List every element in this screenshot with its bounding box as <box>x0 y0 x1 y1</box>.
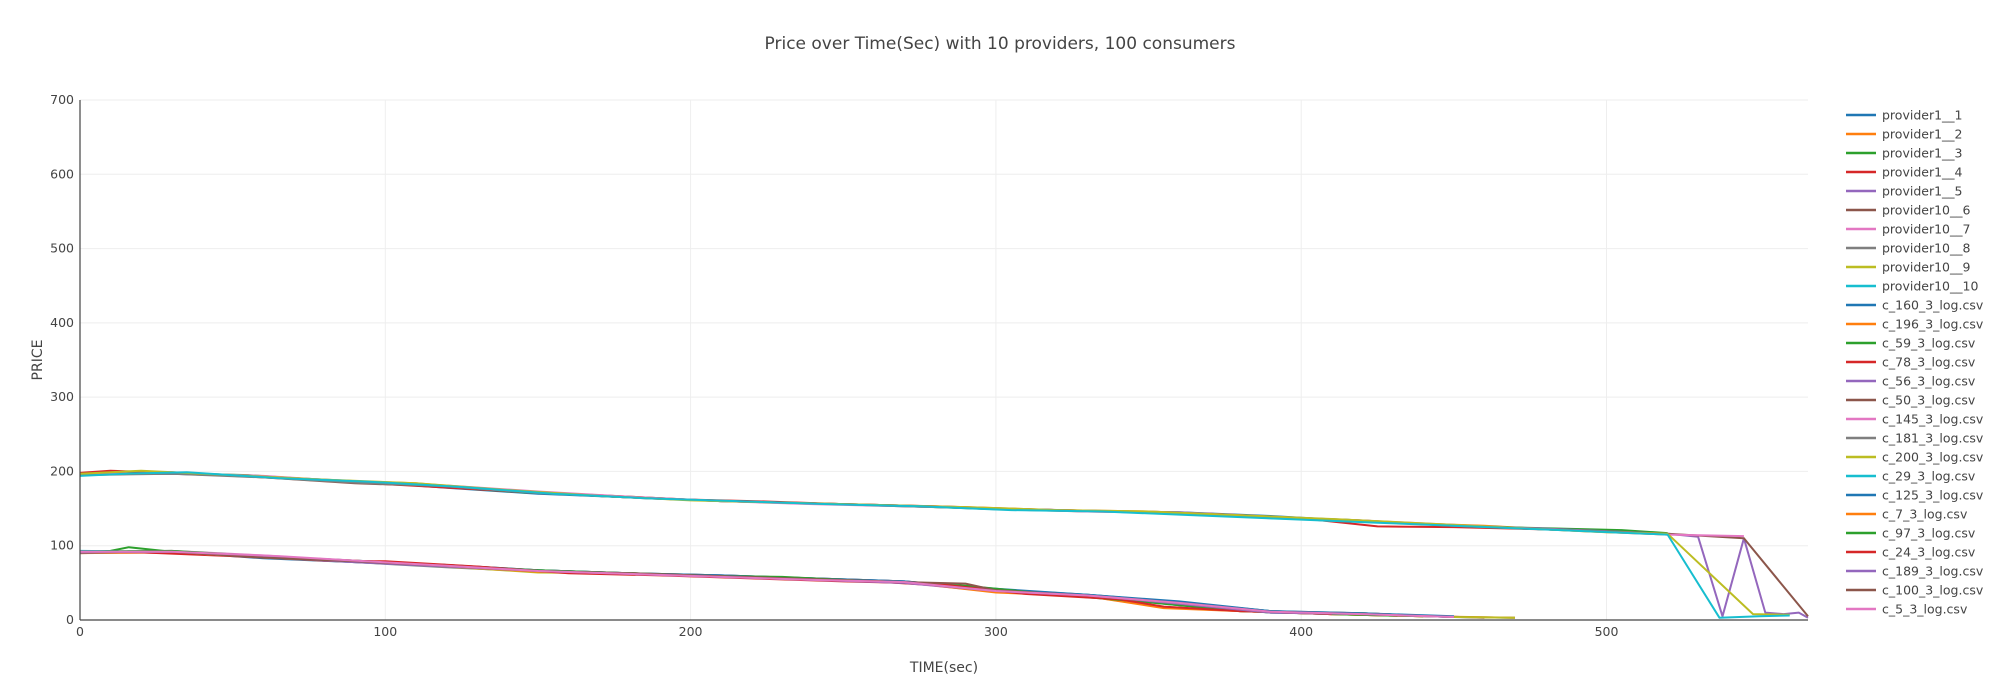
series-line-9 <box>79 469 1790 616</box>
legend-item[interactable]: provider10__8 <box>1846 241 1970 256</box>
legend-item[interactable]: provider10__10 <box>1846 279 1978 294</box>
legend-label: c_196_3_log.csv <box>1882 317 1984 332</box>
legend-label: c_160_3_log.csv <box>1882 298 1984 313</box>
legend-item[interactable]: c_5_3_log.csv <box>1846 602 1968 617</box>
legend-item[interactable]: c_145_3_log.csv <box>1846 412 1984 427</box>
legend-item[interactable]: c_181_3_log.csv <box>1846 431 1984 446</box>
legend-label: provider1__3 <box>1882 146 1963 161</box>
legend-item[interactable]: c_24_3_log.csv <box>1846 545 1976 560</box>
legend-label: c_29_3_log.csv <box>1882 469 1976 484</box>
legend-label: c_181_3_log.csv <box>1882 431 1984 446</box>
legend-item[interactable]: c_189_3_log.csv <box>1846 564 1984 579</box>
legend-label: c_97_3_log.csv <box>1882 526 1976 541</box>
legend-item[interactable]: c_196_3_log.csv <box>1846 317 1984 332</box>
legend-label: provider1__1 <box>1882 108 1963 123</box>
series-line-27 <box>80 550 1454 618</box>
x-tick-label: 200 <box>679 624 703 639</box>
legend-item[interactable]: provider1__3 <box>1846 146 1963 161</box>
legend-item[interactable]: c_29_3_log.csv <box>1846 469 1976 484</box>
y-tick-label: 600 <box>50 166 74 181</box>
y-tick-label: 500 <box>50 241 74 256</box>
series-line-18 <box>80 550 1454 618</box>
legend-label: provider1__4 <box>1882 165 1963 180</box>
legend-label: c_200_3_log.csv <box>1882 450 1984 465</box>
y-axis-title: PRICE <box>30 340 46 381</box>
legend-item[interactable]: c_78_3_log.csv <box>1846 355 1976 370</box>
chart-title: Price over Time(Sec) with 10 providers, … <box>765 34 1236 54</box>
legend-label: provider10__10 <box>1882 279 1978 294</box>
legend-item[interactable]: c_97_3_log.csv <box>1846 526 1976 541</box>
legend-label: c_50_3_log.csv <box>1882 393 1976 408</box>
legend-label: c_5_3_log.csv <box>1882 602 1968 617</box>
legend-item[interactable]: c_7_3_log.csv <box>1846 507 1968 522</box>
series-line-6 <box>79 471 1809 617</box>
legend-label: c_78_3_log.csv <box>1882 355 1976 370</box>
legend-item[interactable]: c_59_3_log.csv <box>1846 336 1976 351</box>
legend-item[interactable]: c_100_3_log.csv <box>1846 583 1984 598</box>
legend-label: c_189_3_log.csv <box>1882 564 1984 579</box>
series-line-10 <box>79 471 1790 619</box>
legend-label: c_125_3_log.csv <box>1882 488 1984 503</box>
x-tick-label: 500 <box>1595 624 1619 639</box>
legend-label: provider10__7 <box>1882 222 1970 237</box>
legend-item[interactable]: provider10__9 <box>1846 260 1970 275</box>
legend-label: provider1__2 <box>1882 127 1963 142</box>
legend-label: c_24_3_log.csv <box>1882 545 1976 560</box>
legend-item[interactable]: provider1__5 <box>1846 184 1963 199</box>
series-line-19 <box>80 551 1515 619</box>
legend-label: c_145_3_log.csv <box>1882 412 1984 427</box>
legend-label: provider10__8 <box>1882 241 1970 256</box>
x-tick-label: 400 <box>1289 624 1313 639</box>
x-tick-label: 300 <box>984 624 1008 639</box>
series-line-12 <box>79 551 1515 619</box>
series-lines <box>79 469 1809 619</box>
series-line-15 <box>80 551 1454 618</box>
series-line-11 <box>80 550 1515 619</box>
legend-item[interactable]: c_125_3_log.csv <box>1846 488 1984 503</box>
legend-label: provider10__9 <box>1882 260 1970 275</box>
legend-label: c_7_3_log.csv <box>1882 507 1968 522</box>
y-tick-label: 100 <box>50 538 74 553</box>
legend-label: c_56_3_log.csv <box>1882 374 1976 389</box>
y-tick-label: 700 <box>50 92 74 107</box>
series-line-20 <box>79 549 1454 618</box>
x-tick-label: 100 <box>373 624 397 639</box>
series-line-25 <box>79 550 1454 618</box>
legend-item[interactable]: c_200_3_log.csv <box>1846 450 1984 465</box>
y-tick-label: 400 <box>50 315 74 330</box>
legend-label: c_59_3_log.csv <box>1882 336 1976 351</box>
legend-label: c_100_3_log.csv <box>1882 583 1984 598</box>
y-tick-label: 300 <box>50 389 74 404</box>
legend-item[interactable]: provider1__4 <box>1846 165 1963 180</box>
x-axis-title: TIME(sec) <box>909 660 978 676</box>
legend-item[interactable]: provider1__1 <box>1846 108 1963 123</box>
axes <box>79 100 1808 621</box>
series-line-21 <box>80 550 1454 618</box>
legend-item[interactable]: c_50_3_log.csv <box>1846 393 1976 408</box>
series-line-17 <box>79 549 1454 618</box>
y-tick-label: 0 <box>66 612 74 627</box>
tick-labels: 0 100 200 300 400 500 600 700 0 100 200 300 400 500 <box>50 92 1618 639</box>
legend: provider1__1 provider1__2 provider1__3prov… <box>1846 108 1984 617</box>
x-tick-label: 0 <box>76 624 84 639</box>
legend-label: provider1__5 <box>1882 184 1963 199</box>
series-line-26 <box>80 550 1454 618</box>
legend-item[interactable]: provider10__6 <box>1846 203 1970 218</box>
y-tick-label: 200 <box>50 463 74 478</box>
legend-item[interactable]: provider10__7 <box>1846 222 1970 237</box>
grid <box>80 99 1808 620</box>
legend-item[interactable]: c_160_3_log.csv <box>1846 298 1984 313</box>
legend-item[interactable]: c_56_3_log.csv <box>1846 374 1976 389</box>
legend-label: provider10__6 <box>1882 203 1970 218</box>
legend-item[interactable]: provider1__2 <box>1846 127 1963 142</box>
series-line-16 <box>79 550 1485 619</box>
